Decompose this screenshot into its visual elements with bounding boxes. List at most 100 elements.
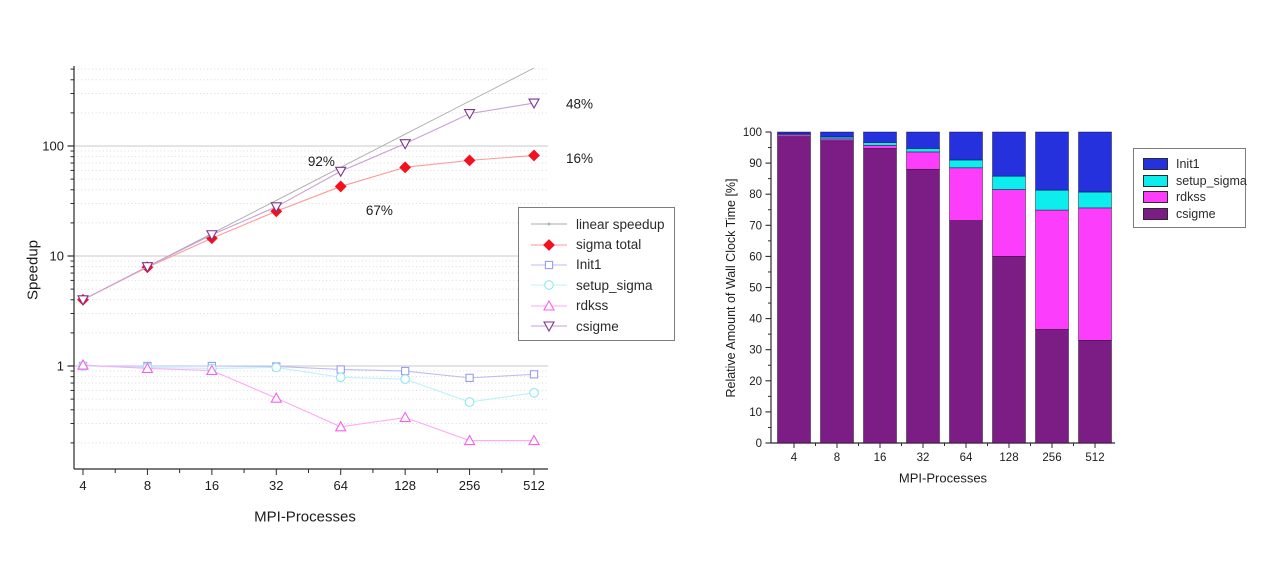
marker-csigme — [334, 166, 347, 178]
y-tick-label: 20 — [749, 376, 762, 388]
y-tick-label: 10 — [50, 249, 64, 264]
y-tick-label: 100 — [743, 127, 762, 139]
x-tick-label: 16 — [874, 452, 887, 464]
legend-item-rdkss: rdkss — [1143, 189, 1245, 206]
x-tick-label: 128 — [394, 478, 416, 493]
bar-segment-setup_sigma-128 — [992, 175, 1026, 190]
marker-sigma-total — [399, 161, 412, 174]
x-tick-label: 512 — [523, 478, 545, 493]
legend-glyph — [544, 260, 554, 270]
bar-segment-rdkss-32 — [906, 151, 940, 170]
series-line-Init1 — [83, 365, 535, 379]
wallclock-plot-canvas: 0 10 20 30 40 50 60 70 80 90 100 4 8 16 32 64 128 256 512 — [743, 127, 1115, 464]
marker-setup_sigma — [464, 397, 475, 407]
y-tick-label: 90 — [749, 158, 762, 170]
marker-rdkss — [205, 364, 218, 376]
bar-segment-csigme-64 — [949, 220, 983, 444]
bar-segment-csigme-512 — [1078, 340, 1112, 444]
y-tick-label: 60 — [749, 251, 762, 263]
legend-swatch-Init1 — [1143, 158, 1168, 171]
bar-segment-rdkss-128 — [992, 189, 1026, 257]
marker-sigma-total — [463, 154, 476, 167]
left-x-axis-title: MPI-Processes — [254, 508, 356, 526]
marker-csigme — [205, 230, 218, 241]
y-tick-label: 40 — [749, 314, 762, 326]
legend-label: sigma total — [576, 237, 642, 253]
bar-segment-Init1-128 — [992, 131, 1026, 177]
legend-marker-linear-speedup — [531, 222, 567, 226]
bar-segment-setup_sigma-512 — [1078, 191, 1112, 209]
legend-glyph — [543, 299, 555, 311]
legend-label: Init1 — [1176, 157, 1200, 172]
bar-segment-setup_sigma-256 — [1035, 189, 1069, 211]
legend-marker-setup_sigma — [531, 280, 567, 291]
bar-segment-setup_sigma-64 — [949, 159, 983, 169]
y-tick-label: 30 — [749, 345, 762, 357]
legend-item-csigme: csigme — [1143, 206, 1245, 223]
bar-segment-Init1-256 — [1035, 131, 1069, 191]
annotation-92%: 92% — [308, 154, 335, 169]
legend-glyph — [547, 222, 551, 226]
bar-segment-rdkss-512 — [1078, 207, 1112, 341]
bar-segment-csigme-128 — [992, 256, 1026, 444]
right-y-axis-title: Relative Amount of Wall Clock Time [%] — [724, 178, 738, 398]
wallclock-legend: Init1 setup_sigma rdkss csigme — [1133, 148, 1247, 228]
bar-segment-Init1-32 — [906, 131, 940, 149]
annotation-48%: 48% — [566, 96, 593, 111]
legend-item-rdkss: rdkss — [529, 296, 674, 316]
marker-setup_sigma — [529, 388, 539, 398]
annotation-16%: 16% — [566, 151, 593, 166]
legend-item-Init1: Init1 — [529, 255, 674, 275]
legend-marker-sigma-total — [531, 238, 567, 251]
legend-label: Init1 — [576, 257, 602, 273]
bar-segment-Init1-16 — [863, 131, 897, 143]
speedup-chart: 1 10 100 4 8 16 32 64 128 256 512 92% 67% 48% 16% Spee… — [24, 66, 675, 526]
y-tick-label: 50 — [749, 283, 762, 295]
legend-marker-Init1 — [531, 260, 567, 270]
marker-csigme — [528, 98, 540, 110]
x-tick-label: 256 — [1042, 452, 1061, 464]
marker-rdkss — [463, 434, 476, 446]
y-tick-label: 0 — [756, 438, 762, 450]
bar-segment-csigme-4 — [777, 136, 811, 444]
marker-csigme — [77, 295, 89, 306]
bar-segment-rdkss-16 — [863, 145, 897, 149]
wallclock-chart: 0 10 20 30 40 50 60 70 80 90 100 4 8 16 32 64 128 256 512 … — [700, 0, 1265, 581]
x-tick-label: 8 — [144, 478, 151, 493]
marker-sigma-total — [334, 180, 347, 193]
legend-item-setup_sigma: setup_sigma — [1143, 173, 1247, 190]
marker-sigma-total — [528, 149, 540, 162]
bar-segment-csigme-8 — [820, 140, 854, 444]
legend-item-Init1: Init1 — [1143, 156, 1245, 173]
marker-csigme — [399, 139, 412, 150]
marker-setup_sigma — [335, 372, 346, 383]
x-tick-label: 32 — [269, 478, 283, 493]
marker-Init1 — [400, 366, 410, 376]
legend-item-setup_sigma: setup_sigma — [529, 275, 674, 295]
legend-label: rdkss — [576, 298, 609, 314]
marker-rdkss — [141, 362, 154, 373]
marker-Init1 — [465, 373, 474, 383]
marker-csigme — [270, 202, 283, 213]
x-tick-label: 32 — [917, 452, 930, 464]
legend-marker-rdkss — [531, 299, 567, 311]
bar-segment-csigme-16 — [863, 148, 897, 444]
bar-segment-setup_sigma-16 — [863, 142, 897, 146]
series-line-csigme — [82, 102, 535, 301]
x-tick-label: 128 — [999, 452, 1018, 464]
legend-item-sigma-total: sigma total — [529, 234, 674, 254]
legend-item-csigme: csigme — [529, 316, 674, 336]
legend-label: setup_sigma — [576, 277, 653, 293]
speedup-legend: linear speedup sigma total Init1 setup_sigm… — [518, 207, 675, 341]
legend-marker-csigme — [531, 321, 567, 333]
left-y-axis-title: Speedup — [24, 239, 42, 301]
annotation-67%: 67% — [366, 203, 393, 218]
x-tick-label: 16 — [205, 478, 219, 493]
y-tick-label: 80 — [749, 189, 762, 201]
legend-swatch-setup_sigma — [1143, 174, 1168, 187]
series-line-sigma-total — [82, 154, 535, 301]
legend-swatch-rdkss — [1143, 191, 1168, 204]
speedup-plot-canvas: 1 10 100 4 8 16 32 64 128 256 512 92% 67% 48% 16% — [42, 66, 593, 493]
series-line-setup_sigma — [82, 365, 535, 403]
bar-segment-Init1-64 — [949, 131, 983, 161]
